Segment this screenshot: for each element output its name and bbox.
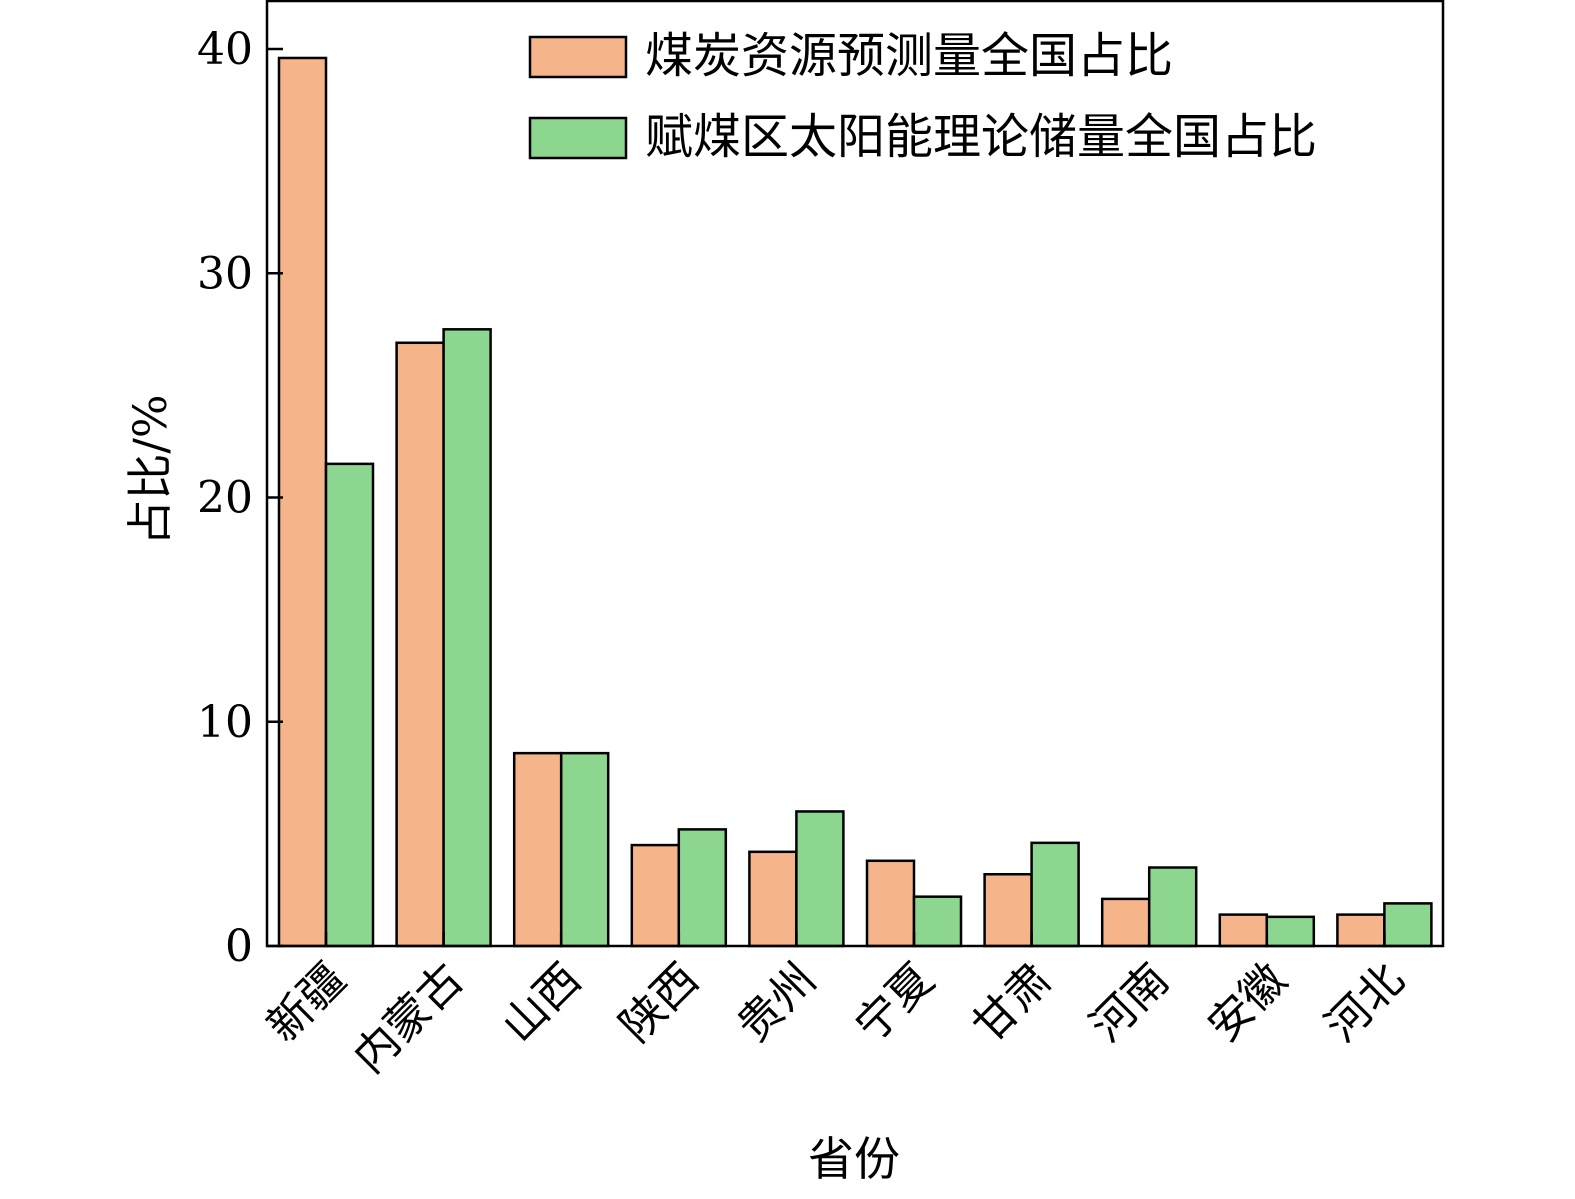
y-tick-label-4: 40 xyxy=(197,24,253,75)
bar-solar-4 xyxy=(795,810,845,948)
bar-solar-1 xyxy=(442,328,492,948)
x-axis-title: 省份 xyxy=(808,1132,900,1186)
bar-solar-6 xyxy=(1030,841,1080,948)
x-tick-label-4: 贵州 xyxy=(728,954,826,1052)
x-tick-label-3: 陕西 xyxy=(610,954,708,1052)
legend-swatch-solar xyxy=(528,116,628,160)
bar-coal-9 xyxy=(1336,913,1386,948)
x-tick-label-1: 内蒙古 xyxy=(344,954,473,1083)
y-tick-label-0: 0 xyxy=(225,921,253,972)
axes-layer xyxy=(265,0,1445,948)
bar-coal-6 xyxy=(983,872,1033,948)
legend-swatch-coal xyxy=(528,35,628,79)
bar-coal-3 xyxy=(630,843,681,948)
x-tick-label-6: 甘肃 xyxy=(963,954,1061,1052)
bar-solar-0 xyxy=(324,462,375,948)
y-ticks-layer: 0 10 20 30 40 xyxy=(197,24,1386,972)
bar-solar-7 xyxy=(1147,866,1198,948)
y-tick-label-1: 10 xyxy=(197,697,253,748)
y-tick-label-3: 30 xyxy=(197,248,253,299)
legend: 煤炭资源预测量全国占比 赋煤区太阳能理论储量全国占比 xyxy=(528,28,1317,165)
bar-coal-2 xyxy=(512,751,563,948)
bar-solar-2 xyxy=(559,751,610,948)
x-tick-label-7: 河南 xyxy=(1081,954,1179,1052)
x-tick-label-9: 河北 xyxy=(1316,954,1414,1052)
bars-layer xyxy=(277,56,1433,948)
plot-frame xyxy=(265,0,1445,948)
bar-coal-0 xyxy=(277,56,328,948)
x-tick-label-2: 山西 xyxy=(493,954,591,1052)
y-tick-label-2: 20 xyxy=(197,473,253,524)
bar-solar-3 xyxy=(677,828,728,948)
bar-coal-7 xyxy=(1100,897,1151,948)
legend-label-coal: 煤炭资源预测量全国占比 xyxy=(645,28,1173,84)
bar-solar-8 xyxy=(1265,915,1316,948)
bar-coal-1 xyxy=(395,341,445,948)
bar-solar-9 xyxy=(1383,902,1433,948)
bar-coal-5 xyxy=(865,859,916,948)
legend-label-solar: 赋煤区太阳能理论储量全国占比 xyxy=(645,109,1317,165)
x-tick-label-8: 安徽 xyxy=(1198,954,1296,1052)
bar-solar-5 xyxy=(912,895,963,948)
x-tick-label-0: 新疆 xyxy=(257,954,355,1052)
y-axis-title: 占比/% xyxy=(123,394,177,545)
bar-coal-8 xyxy=(1218,913,1269,948)
bar-coal-4 xyxy=(748,850,798,948)
x-tick-label-5: 宁夏 xyxy=(845,954,943,1052)
